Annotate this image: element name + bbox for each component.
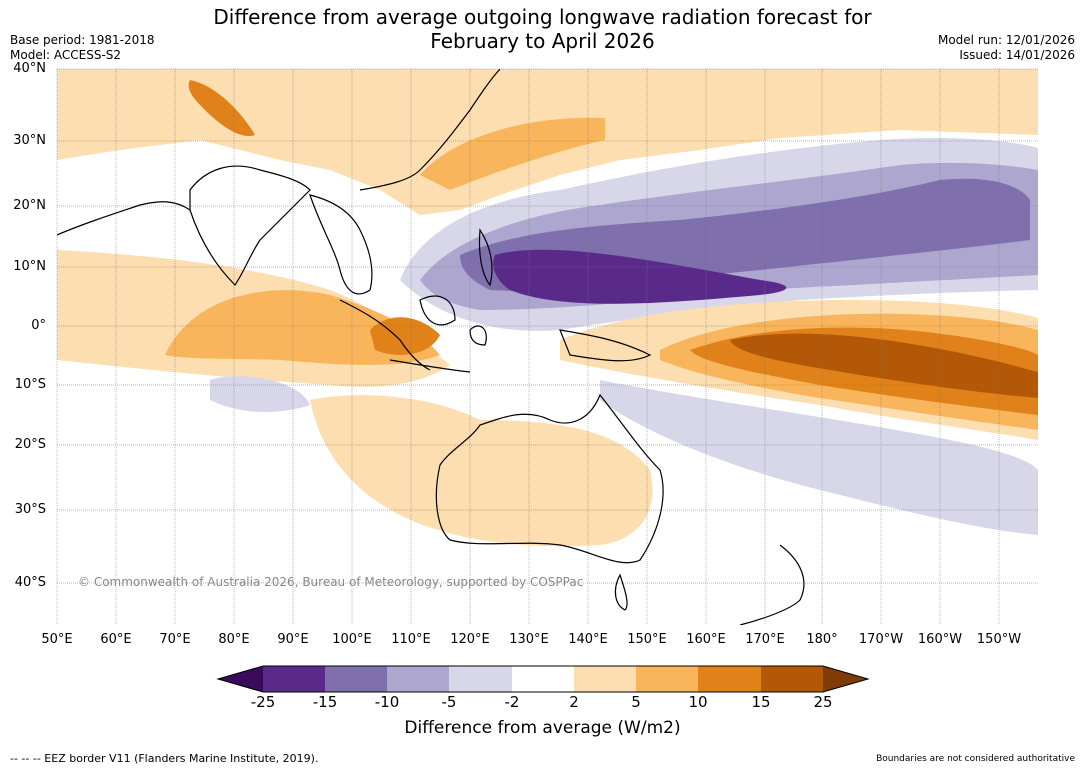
lat-label-0: 0° [31, 318, 46, 333]
philippines-coast [478, 228, 493, 287]
map-title: Difference from average outgoing longwav… [0, 5, 1085, 53]
colorbar-title: Difference from average (W/m2) [404, 718, 681, 738]
colorbar-tick: 10 [688, 693, 708, 711]
lon-label-170e: 170°E [745, 632, 785, 647]
gridlines [56, 68, 1038, 625]
lon-label-50e: 50°E [41, 632, 73, 647]
weak-negative-south-pacific [600, 380, 1038, 535]
java-coast [389, 359, 471, 373]
colorbar-tick: -5 [441, 693, 457, 711]
colorbar-tick: -15 [312, 693, 338, 711]
very-strong-positive-equatorial-pacific [730, 333, 1038, 398]
lon-label-180: 180° [806, 632, 838, 647]
australia-coast [435, 393, 664, 564]
base-period: Base period: 1981-2018 [10, 33, 155, 47]
strong-positive-sumatra [370, 317, 440, 355]
anomaly-field [57, 69, 1038, 625]
lon-label-150w: 150°W [976, 632, 1022, 647]
new-guinea-coast [559, 329, 652, 362]
lat-label-20n: 20°N [13, 198, 46, 213]
model-run: Model run: 12/01/2026 [937, 33, 1075, 47]
colorbar-tick: 25 [813, 693, 833, 711]
lon-label-80e: 80°E [218, 632, 250, 647]
eez-border-note: -- -- -- EEZ border V11 (Flanders Marine… [10, 752, 319, 765]
borneo-coast [419, 295, 456, 326]
colorbar-tick: -2 [504, 693, 520, 711]
lon-label-130e: 130°E [509, 632, 549, 647]
moderate-positive-china [420, 117, 605, 190]
lon-label-100e: 100°E [332, 632, 372, 647]
coastlines [57, 69, 805, 625]
new-zealand-coast [739, 544, 805, 625]
lon-label-120e: 120°E [450, 632, 490, 647]
colorbar-tick: -25 [250, 693, 276, 711]
very-strong-negative-philippines [493, 249, 787, 304]
lon-label-60e: 60°E [100, 632, 132, 647]
arabia-coast [57, 201, 191, 236]
colorbar-tick: 15 [751, 693, 771, 711]
colorbar-tick: 2 [569, 693, 579, 711]
lon-label-150e: 150°E [627, 632, 667, 647]
boundaries-disclaimer: Boundaries are not considered authoritat… [876, 754, 1075, 764]
lon-label-140e: 140°E [568, 632, 608, 647]
sulawesi-coast [469, 325, 487, 346]
copyright-watermark: © Commonwealth of Australia 2026, Bureau… [78, 575, 583, 589]
lat-label-20s: 20°S [14, 437, 46, 452]
moderate-positive-indian-ocean [165, 290, 440, 365]
title-line-1: Difference from average outgoing longwav… [213, 5, 872, 29]
india-coast [189, 165, 311, 286]
strong-positive-himalaya [188, 80, 255, 136]
lat-label-40n: 40°N [13, 61, 46, 76]
lon-label-160w: 160°W [917, 632, 963, 647]
colorbar-tick: 5 [631, 693, 641, 711]
china-coast [359, 69, 501, 191]
lon-label-170w: 170°W [858, 632, 904, 647]
lat-label-30s: 30°S [14, 502, 46, 517]
issued-date: Issued: 14/01/2026 [959, 48, 1075, 62]
lat-label-30n: 30°N [13, 133, 46, 148]
lat-label-10s: 10°S [14, 377, 46, 392]
sumatra-coast [339, 299, 431, 371]
indochina-coast [309, 194, 373, 295]
colorbar-tick: -10 [374, 693, 400, 711]
lat-label-10n: 10°N [13, 259, 46, 274]
title-line-2: February to April 2026 [430, 29, 655, 53]
lon-label-70e: 70°E [159, 632, 191, 647]
model-name: Model: ACCESS-S2 [10, 48, 122, 62]
lon-label-160e: 160°E [686, 632, 726, 647]
weak-positive-australia [310, 395, 653, 547]
tasmania-coast [614, 573, 628, 611]
lon-label-90e: 90°E [277, 632, 309, 647]
lat-label-40s: 40°S [14, 575, 46, 590]
lon-label-110e: 110°E [391, 632, 431, 647]
